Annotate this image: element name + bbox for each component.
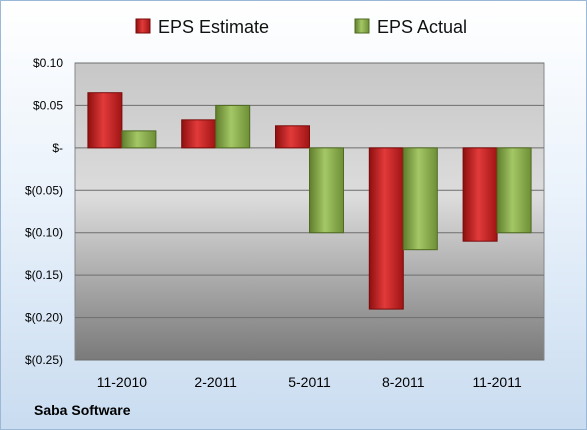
x-tick-label: 8-2011 — [382, 374, 425, 390]
bar-eps-estimate-5-2011 — [275, 125, 310, 149]
x-tick-label: 2-2011 — [194, 374, 237, 390]
x-tick-label: 11-2011 — [472, 374, 522, 390]
y-tick-label: $- — [52, 141, 63, 155]
legend-label: EPS Actual — [377, 17, 467, 37]
bar-eps-actual-11-2011 — [496, 147, 532, 234]
y-tick-label: $(0.15) — [25, 268, 63, 282]
y-axis: $0.10 $0.05 $- $(0.05) $(0.10) $(0.15) $(0.20)… — [25, 56, 63, 367]
bars — [87, 92, 532, 310]
bar-eps-actual-2-2011 — [215, 104, 251, 149]
bar-eps-actual-8-2011 — [402, 147, 438, 251]
y-tick-label: $(0.20) — [25, 311, 63, 325]
bar-eps-estimate-11-2010 — [87, 92, 123, 149]
bar-eps-actual-5-2011 — [309, 147, 344, 234]
legend: EPS Estimate EPS Actual — [135, 17, 467, 37]
bar-eps-estimate-8-2011 — [368, 147, 404, 310]
x-axis: 11-2010 2-2011 5-2011 8-2011 11-2011 — [97, 374, 522, 390]
x-tick-label: 5-2011 — [288, 374, 331, 390]
y-tick-label: $(0.10) — [25, 226, 63, 240]
source-label: Saba Software — [34, 402, 131, 418]
bar-eps-estimate-2-2011 — [181, 119, 217, 149]
bar-eps-actual-11-2010 — [121, 130, 157, 149]
y-tick-label: $0.10 — [33, 56, 63, 70]
legend-swatch — [135, 18, 151, 34]
legend-swatch — [354, 18, 370, 34]
y-tick-label: $0.05 — [33, 98, 63, 112]
legend-label: EPS Estimate — [158, 17, 269, 37]
y-tick-label: $(0.05) — [25, 183, 63, 197]
x-tick-label: 11-2010 — [97, 374, 148, 390]
y-tick-label: $(0.25) — [25, 353, 63, 367]
bar-eps-estimate-11-2011 — [462, 147, 498, 242]
